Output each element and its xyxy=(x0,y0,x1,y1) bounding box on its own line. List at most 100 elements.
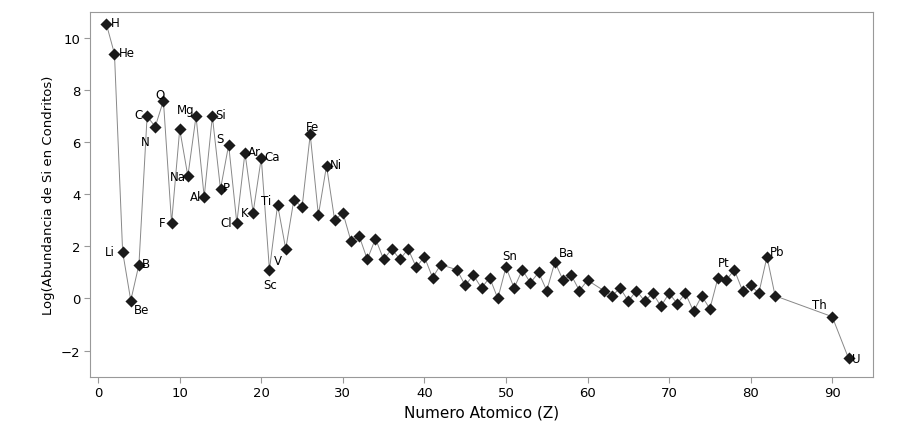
Point xyxy=(466,272,481,279)
Point xyxy=(743,282,758,289)
Point xyxy=(140,113,154,120)
Point xyxy=(189,113,203,120)
Point xyxy=(173,127,187,134)
Text: O: O xyxy=(155,88,165,102)
Point xyxy=(450,267,464,274)
Point xyxy=(482,275,497,282)
Text: Ar: Ar xyxy=(248,145,261,159)
Point xyxy=(507,285,521,292)
Text: Cl: Cl xyxy=(220,217,232,230)
Point xyxy=(295,205,310,212)
Point xyxy=(605,293,619,300)
Point xyxy=(679,290,693,297)
Point xyxy=(409,264,424,271)
Text: Fe: Fe xyxy=(306,121,319,134)
Point xyxy=(540,287,554,294)
Point xyxy=(418,254,432,261)
Point xyxy=(320,163,334,170)
Point xyxy=(491,295,505,302)
Point xyxy=(434,261,448,268)
Point xyxy=(768,293,782,300)
Text: C: C xyxy=(134,109,142,122)
Text: Sn: Sn xyxy=(502,250,517,262)
Point xyxy=(165,220,179,227)
Point xyxy=(621,298,635,305)
Text: N: N xyxy=(140,135,149,148)
Point xyxy=(311,212,326,219)
Point xyxy=(629,287,643,294)
Text: S: S xyxy=(216,133,224,145)
Point xyxy=(572,287,587,294)
Point xyxy=(181,173,195,180)
Point xyxy=(157,98,171,105)
Point xyxy=(703,306,717,313)
Text: Be: Be xyxy=(134,304,149,316)
Point xyxy=(548,259,562,266)
Text: K: K xyxy=(241,207,248,219)
Point xyxy=(270,202,284,209)
Point xyxy=(115,248,130,255)
Point xyxy=(213,186,228,193)
Point xyxy=(360,256,374,263)
Text: Ca: Ca xyxy=(265,151,280,164)
Point xyxy=(238,150,252,157)
Text: Ba: Ba xyxy=(559,247,574,260)
Point xyxy=(197,194,211,201)
Point xyxy=(400,246,415,253)
Text: F: F xyxy=(158,217,165,230)
Point xyxy=(653,303,668,310)
Text: Ni: Ni xyxy=(329,159,342,172)
Text: H: H xyxy=(111,17,119,30)
Point xyxy=(474,285,489,292)
Text: He: He xyxy=(119,47,134,60)
Point xyxy=(499,264,513,271)
Point xyxy=(328,217,342,224)
Text: V: V xyxy=(274,254,282,268)
Point xyxy=(670,300,684,307)
Point xyxy=(246,209,260,216)
Point xyxy=(230,220,244,227)
Text: Na: Na xyxy=(170,170,186,183)
Text: Li: Li xyxy=(104,246,114,258)
Point xyxy=(711,275,725,282)
Point xyxy=(458,282,473,289)
Point xyxy=(384,246,399,253)
Point xyxy=(221,142,236,149)
Point xyxy=(645,290,660,297)
Point xyxy=(344,238,358,245)
Point xyxy=(376,256,391,263)
Point xyxy=(352,233,366,240)
Point xyxy=(123,297,138,304)
Point xyxy=(719,277,733,284)
Point xyxy=(735,287,750,294)
Point xyxy=(515,267,529,274)
Point xyxy=(564,272,579,279)
Point xyxy=(825,314,840,321)
Point xyxy=(637,298,652,305)
Point xyxy=(205,113,220,120)
Point xyxy=(368,236,382,243)
Text: Ti: Ti xyxy=(261,195,272,208)
Text: Th: Th xyxy=(812,299,826,312)
Point xyxy=(336,209,350,216)
Point xyxy=(613,285,627,292)
Point xyxy=(279,246,293,253)
Point xyxy=(131,261,146,268)
Point xyxy=(556,277,571,284)
X-axis label: Numero Atomico (Z): Numero Atomico (Z) xyxy=(404,405,559,420)
Point xyxy=(392,256,407,263)
Point xyxy=(303,132,318,139)
Point xyxy=(580,277,595,284)
Point xyxy=(426,275,440,282)
Text: Al: Al xyxy=(190,191,201,204)
Text: Pb: Pb xyxy=(770,246,785,258)
Y-axis label: Log(Abundancia de Si en Condritos): Log(Abundancia de Si en Condritos) xyxy=(42,75,55,314)
Point xyxy=(752,290,766,297)
Text: Mg: Mg xyxy=(176,104,194,117)
Point xyxy=(695,293,709,300)
Point xyxy=(760,254,774,261)
Point xyxy=(523,280,537,287)
Point xyxy=(262,267,276,274)
Text: Si: Si xyxy=(216,109,227,122)
Point xyxy=(597,287,611,294)
